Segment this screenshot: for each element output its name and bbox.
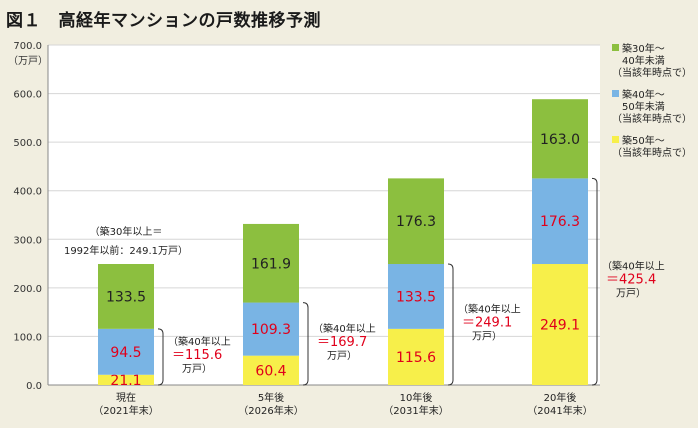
bar-segment: [243, 223, 299, 303]
data-label: 133.5: [396, 289, 436, 305]
chart-title: 図１ 高経年マンションの戸数推移予測: [6, 11, 321, 31]
bracket: [447, 263, 454, 386]
data-label: 176.3: [540, 214, 580, 230]
bracket: [157, 328, 164, 386]
x-tick-label: 20年後: [544, 391, 577, 404]
data-label: 109.3: [251, 322, 291, 338]
legend-label: （当該年時点で）: [612, 112, 692, 125]
bar-segment: [98, 264, 154, 329]
x-tick-sublabel: （2021年末）: [93, 404, 158, 417]
data-label: 163.0: [540, 132, 580, 148]
bar-segment: [532, 178, 588, 265]
x-tick-label: 現在: [116, 392, 136, 404]
bar-segment: [98, 328, 154, 375]
bracket: [591, 177, 598, 386]
data-label: 133.5: [106, 289, 146, 305]
bar-segment: [243, 302, 299, 356]
x-tick-sublabel: （2041年末）: [527, 404, 592, 417]
y-tick-label: 600.0: [13, 90, 42, 101]
bracket-note-label: （築40年以上: [313, 322, 376, 335]
bracket-note-unit: 万戸）: [327, 350, 357, 362]
bar-segment: [388, 178, 444, 265]
data-label: 176.3: [396, 214, 436, 230]
data-label: 115.6: [396, 350, 436, 366]
bracket-note-unit: 万戸）: [616, 288, 646, 300]
bar-segment: [388, 264, 444, 329]
legend-label: 築40年～: [622, 88, 665, 101]
x-tick-label: 5年後: [258, 391, 284, 404]
legend-label: （当該年時点で）: [612, 146, 692, 159]
bracket-note-label: （築40年以上: [602, 260, 665, 273]
x-tick-sublabel: （2026年末）: [238, 404, 303, 417]
legend-label: 築30年～: [622, 42, 665, 55]
data-label: 161.9: [251, 256, 291, 272]
data-label: 94.5: [110, 345, 141, 361]
bracket-note-unit: 万戸）: [182, 363, 212, 375]
y-tick-label: 700.0: [13, 41, 42, 52]
annotation-line: 1992年以前：249.1万戸）: [64, 244, 188, 257]
legend-label: 40年未満: [622, 54, 665, 67]
bracket-note-value: ＝425.4: [606, 273, 656, 288]
y-tick-label: 100.0: [13, 332, 42, 343]
bracket-note-unit: 万戸）: [472, 331, 502, 343]
y-tick-label: 500.0: [13, 138, 42, 149]
bracket-note-value: ＝115.6: [172, 348, 222, 363]
x-tick-label: 10年後: [400, 391, 433, 404]
bracket-note-label: （築40年以上: [458, 303, 521, 316]
bracket-note-value: ＝249.1: [462, 316, 512, 331]
legend-swatch: [612, 136, 619, 143]
bar-segment: [388, 328, 444, 385]
bar-segment: [243, 355, 299, 385]
bar-segment: [532, 264, 588, 385]
y-tick-label: 300.0: [13, 235, 42, 246]
legend-label: （当該年時点で）: [612, 66, 692, 79]
bar-segment: [98, 374, 154, 385]
bracket-note-label: （築40年以上: [168, 335, 231, 348]
legend-label: 築50年～: [622, 134, 665, 147]
y-tick-label: 200.0: [13, 284, 42, 295]
bracket: [302, 302, 309, 386]
annotation-line: （築30年以上＝: [90, 225, 163, 238]
legend-swatch: [612, 90, 619, 97]
data-label: 249.1: [540, 318, 580, 334]
data-label: 21.1: [110, 373, 141, 389]
legend-swatch: [612, 44, 619, 51]
y-tick-label: 0.0: [26, 381, 42, 392]
bracket-note-value: ＝169.7: [317, 335, 367, 350]
bar-segment: [532, 99, 588, 179]
y-axis-unit: （万戸）: [8, 55, 48, 67]
x-tick-sublabel: （2031年末）: [383, 404, 448, 417]
y-tick-label: 400.0: [13, 187, 42, 198]
data-label: 60.4: [255, 363, 286, 379]
legend-label: 50年未満: [622, 100, 665, 113]
